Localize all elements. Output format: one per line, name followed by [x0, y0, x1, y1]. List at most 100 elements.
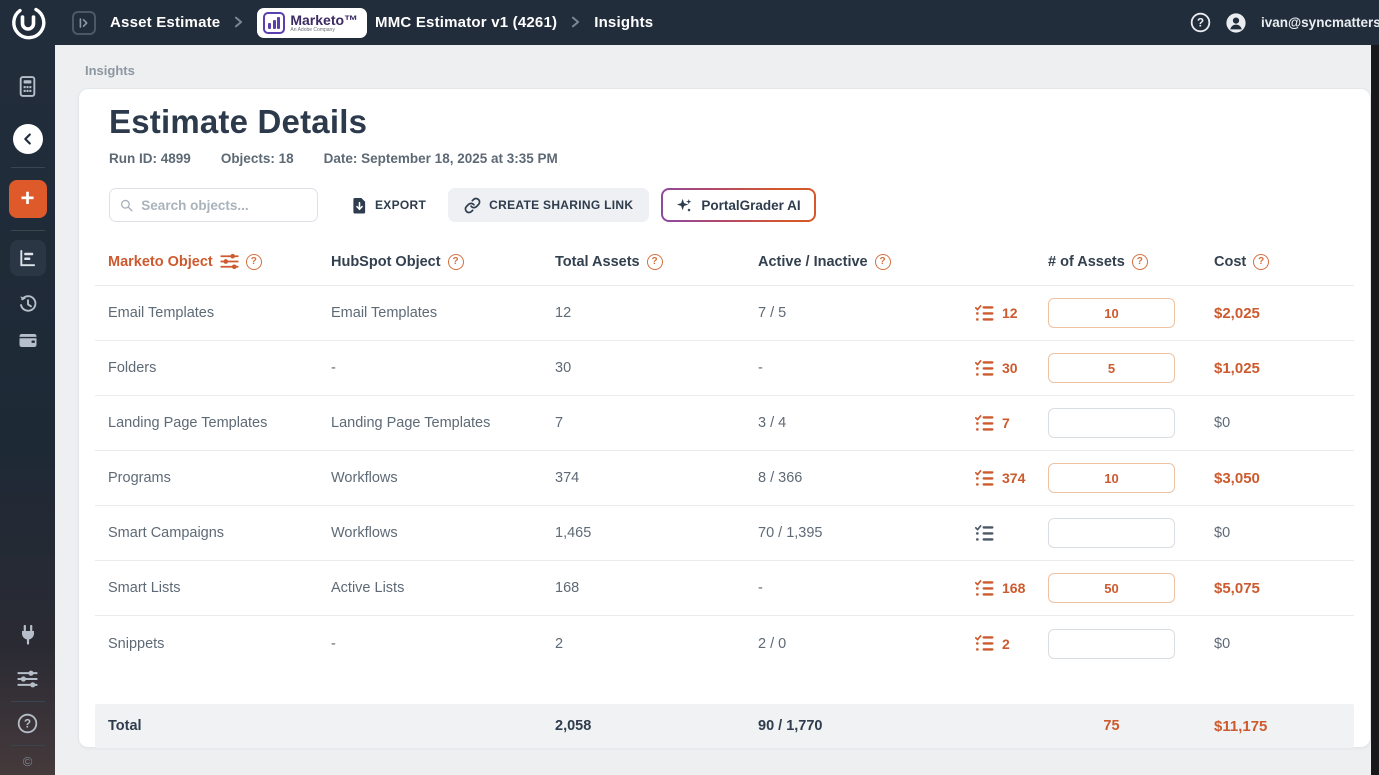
- copyright-icon: ©: [22, 754, 33, 769]
- marketo-name: Marketo™: [290, 11, 359, 28]
- asset-count-input[interactable]: [1048, 298, 1175, 328]
- avatar-icon[interactable]: [1225, 12, 1247, 34]
- active-inactive-cell: 3 / 4: [758, 415, 787, 431]
- scrollbar-track[interactable]: [1371, 45, 1379, 775]
- link-icon: [464, 197, 481, 214]
- active-inactive-cell: -: [758, 360, 763, 376]
- asset-count-input[interactable]: [1048, 628, 1175, 659]
- create-sharing-link-button[interactable]: CREATE SHARING LINK: [448, 188, 650, 222]
- help-badge-icon[interactable]: ?: [874, 253, 891, 270]
- top-bar: Asset Estimate Marketo™ An Adobe Company…: [0, 0, 1379, 45]
- date-value: September 18, 2025 at 3:35 PM: [361, 151, 558, 166]
- asset-count: 12: [1002, 305, 1018, 321]
- sliders-icon[interactable]: [17, 670, 38, 688]
- asset-count-input[interactable]: [1048, 408, 1175, 438]
- cost-cell: $0: [1214, 415, 1231, 431]
- total-row: Total 2,058 90 / 1,770 75 $11,175: [95, 704, 1354, 748]
- help-icon[interactable]: [17, 713, 38, 734]
- export-button[interactable]: EXPORT: [338, 188, 440, 222]
- marketo-object-cell: Email Templates: [108, 305, 215, 321]
- asset-count-input[interactable]: [1048, 573, 1175, 603]
- total-assets-cell: 7: [555, 415, 564, 431]
- checklist-icon[interactable]: [975, 635, 994, 652]
- cost-cell: $3,050: [1214, 469, 1260, 487]
- asset-count-input[interactable]: [1048, 518, 1175, 548]
- marketo-object-cell: Smart Lists: [108, 580, 181, 596]
- history-icon[interactable]: [18, 294, 38, 314]
- filter-icon[interactable]: [220, 253, 239, 270]
- active-inactive-cell: 7 / 5: [758, 305, 787, 321]
- checklist-icon[interactable]: [975, 580, 994, 597]
- hubspot-object-cell: -: [331, 360, 336, 376]
- table-row: Smart Campaigns Workflows 1,465 70 / 1,3…: [95, 506, 1354, 561]
- header-cost: Cost ?: [1201, 253, 1354, 270]
- hubspot-object-cell: Workflows: [331, 470, 398, 486]
- breadcrumb-insights[interactable]: Insights: [594, 14, 654, 31]
- active-inactive-cell: 70 / 1,395: [758, 525, 823, 541]
- help-badge-icon[interactable]: ?: [245, 253, 262, 270]
- app-logo-icon[interactable]: [0, 4, 55, 42]
- checklist-icon[interactable]: [975, 360, 994, 377]
- help-badge-icon[interactable]: ?: [646, 253, 663, 270]
- search-box: [109, 188, 318, 222]
- calculator-icon[interactable]: [17, 76, 38, 97]
- header-cost-label: Cost: [1214, 253, 1247, 270]
- help-icon[interactable]: [1190, 12, 1211, 33]
- header-active-inactive-label: Active / Inactive: [758, 253, 868, 270]
- marketo-logo: Marketo™ An Adobe Company: [257, 7, 368, 38]
- total-assets-cell: 30: [555, 360, 572, 376]
- header-hubspot-label: HubSpot Object: [331, 253, 441, 270]
- table-row: Snippets - 2 2 / 0 2 $0: [95, 616, 1354, 671]
- workspace-icon[interactable]: [72, 10, 96, 35]
- header-total-assets-label: Total Assets: [555, 253, 640, 270]
- total-assets-cell: 1,465: [555, 525, 592, 541]
- checklist-icon[interactable]: [975, 470, 994, 487]
- asset-count: 30: [1002, 360, 1018, 376]
- total-assets-value: 2,058: [555, 718, 592, 734]
- portalgrader-button[interactable]: PortalGrader AI: [661, 188, 816, 222]
- active-inactive-cell: -: [758, 580, 763, 596]
- header-hubspot-object: HubSpot Object ?: [318, 253, 542, 270]
- header-num-assets: # of Assets ?: [1035, 253, 1201, 270]
- table-row: Programs Workflows 374 8 / 366 374 $3,05…: [95, 451, 1354, 506]
- active-inactive-cell: 8 / 366: [758, 470, 803, 486]
- run-id-value: 4899: [160, 151, 191, 166]
- bar-chart-icon[interactable]: [9, 240, 46, 276]
- add-button[interactable]: +: [8, 180, 47, 218]
- export-icon: [352, 197, 367, 214]
- header-marketo-object[interactable]: Marketo Object ?: [95, 253, 318, 270]
- asset-count: 2: [1002, 635, 1010, 652]
- checklist-icon[interactable]: [975, 305, 994, 322]
- run-id-label: Run ID:: [109, 151, 157, 166]
- table-header-row: Marketo Object ? HubSpot Object ? Total …: [95, 238, 1354, 286]
- asset-count: 168: [1002, 580, 1026, 596]
- meta-row: Run ID: 4899 Objects: 18 Date: September…: [109, 151, 1354, 166]
- cost-cell: $0: [1214, 635, 1231, 652]
- asset-count-input[interactable]: [1048, 463, 1175, 493]
- asset-count-input[interactable]: [1048, 353, 1175, 383]
- table-row: Email Templates Email Templates 12 7 / 5…: [95, 286, 1354, 341]
- search-input[interactable]: [141, 197, 307, 213]
- checklist-icon[interactable]: [975, 525, 994, 542]
- help-badge-icon[interactable]: ?: [1131, 253, 1148, 270]
- export-label: EXPORT: [375, 198, 427, 212]
- wallet-icon[interactable]: [18, 330, 38, 350]
- marketo-object-cell: Folders: [108, 360, 157, 376]
- collapse-sidebar-button[interactable]: [12, 124, 43, 154]
- share-label: CREATE SHARING LINK: [489, 198, 634, 212]
- help-badge-icon[interactable]: ?: [447, 253, 464, 270]
- grader-label: PortalGrader AI: [701, 197, 801, 213]
- total-cost: $11,175: [1214, 717, 1268, 735]
- breadcrumb-estimator[interactable]: MMC Estimator v1 (4261): [375, 14, 558, 31]
- breadcrumb-asset-estimate[interactable]: Asset Estimate: [110, 14, 221, 31]
- table-row: Smart Lists Active Lists 168 - 168 $5,07…: [95, 561, 1354, 616]
- total-num-assets: 75: [1103, 718, 1120, 734]
- marketo-subtitle: An Adobe Company: [290, 26, 335, 33]
- help-badge-icon[interactable]: ?: [1253, 253, 1270, 270]
- checklist-icon[interactable]: [975, 415, 994, 432]
- objects-label: Objects:: [220, 151, 275, 166]
- sparkles-icon: [676, 197, 693, 214]
- plug-icon[interactable]: [18, 625, 38, 645]
- user-email[interactable]: ivan@syncmatters: [1261, 15, 1379, 30]
- header-marketo-label: Marketo Object: [108, 253, 213, 270]
